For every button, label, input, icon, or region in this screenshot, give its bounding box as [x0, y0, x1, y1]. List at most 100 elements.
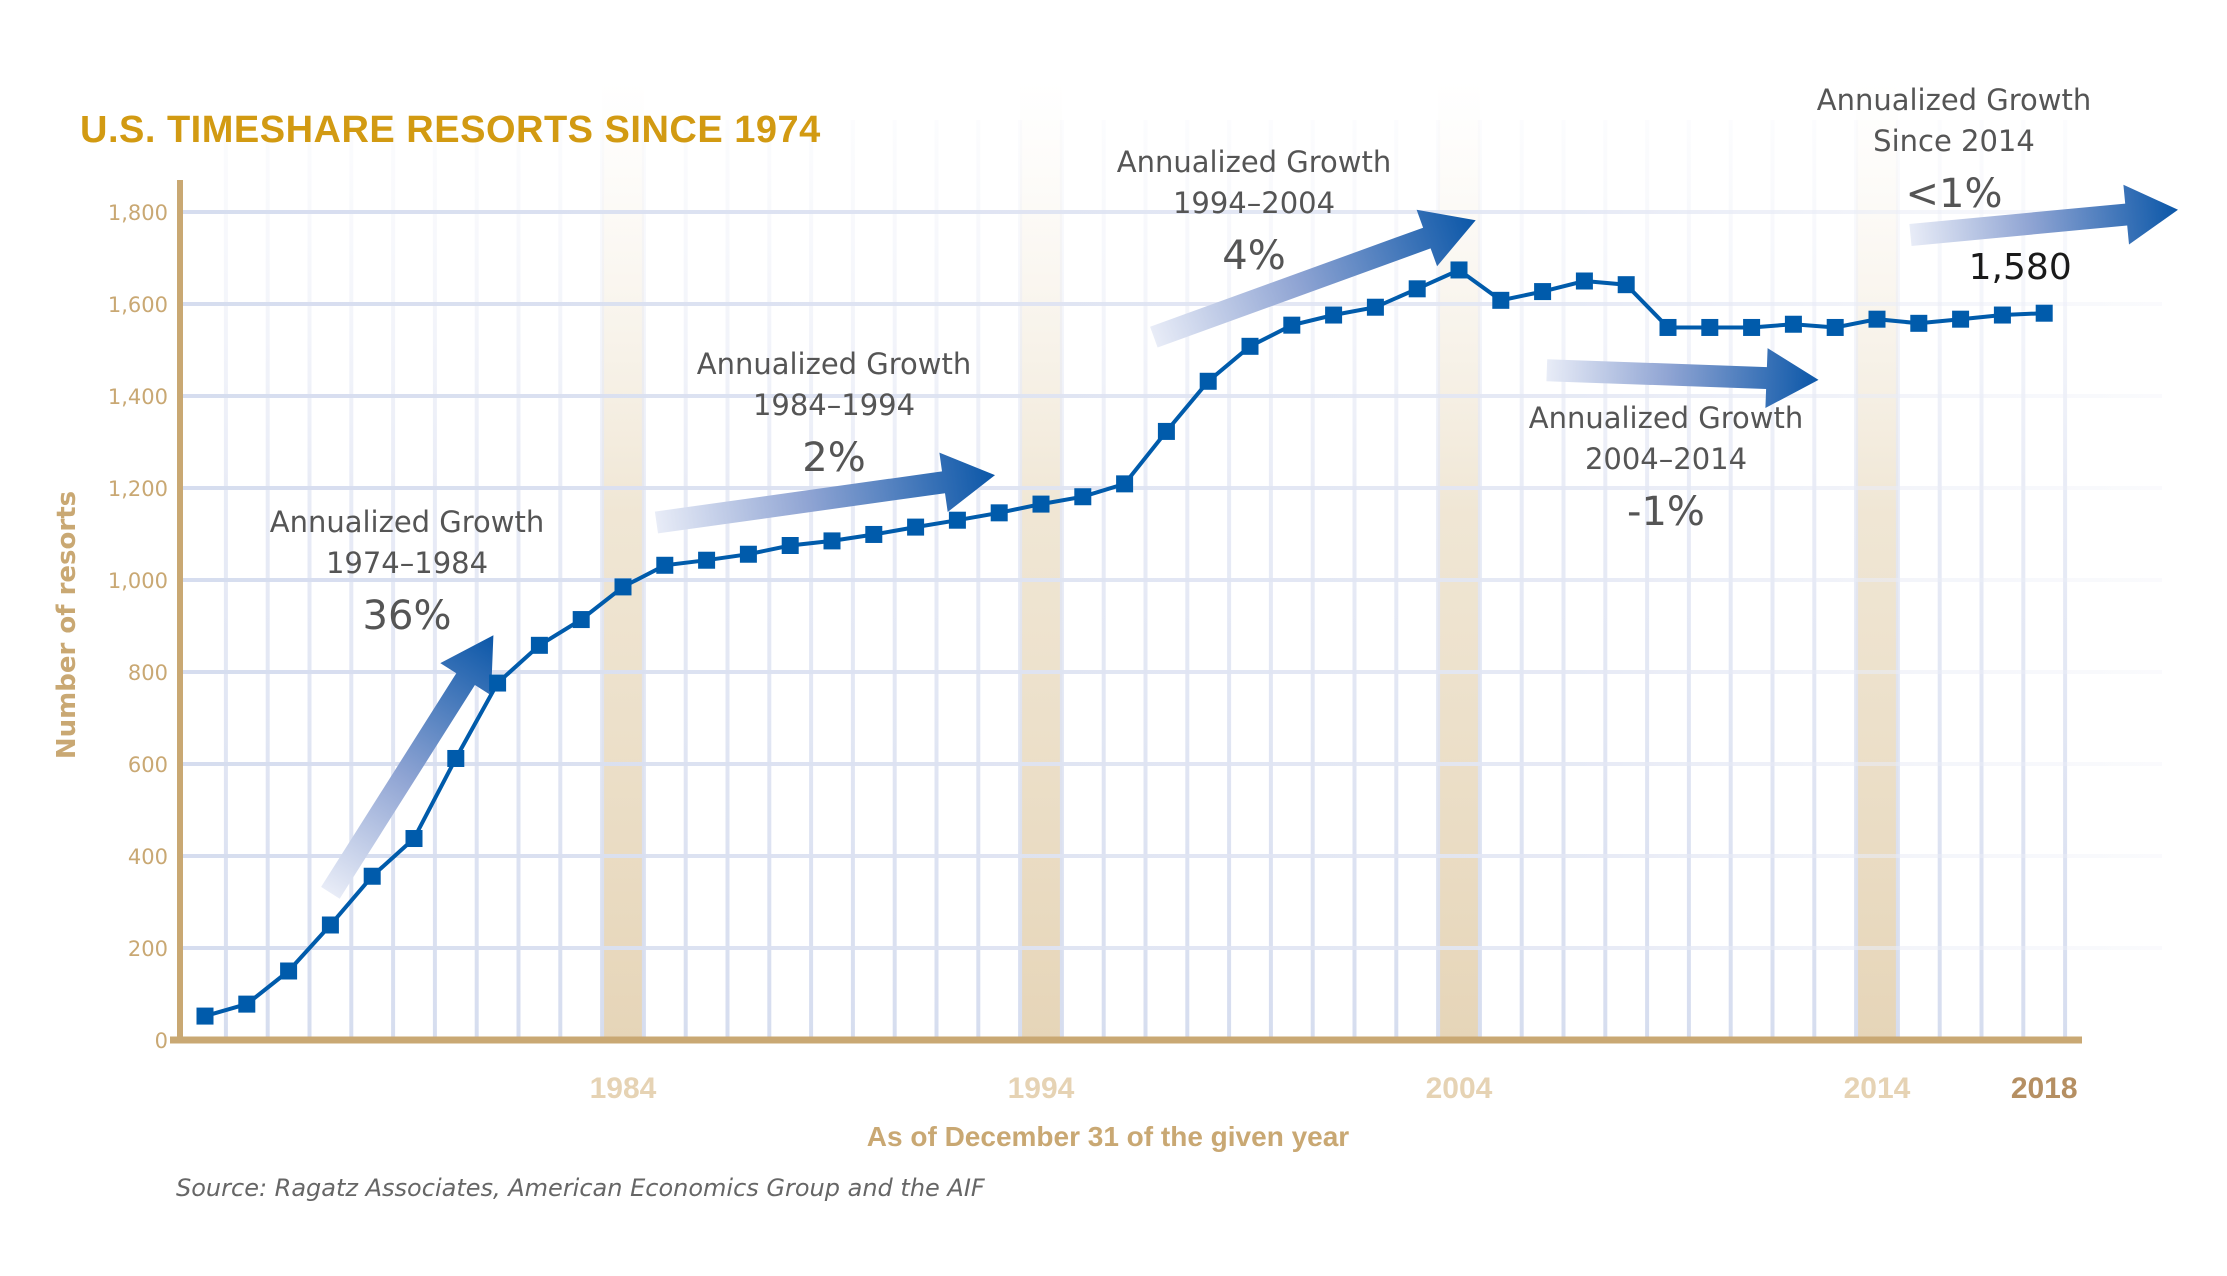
data-point-2001	[1325, 306, 1343, 324]
annotation-heading: Annualized Growth	[1817, 83, 2092, 117]
source-note: Source: Ragatz Associates, American Econ…	[176, 1174, 986, 1202]
data-point-2005	[1492, 291, 1510, 309]
data-point-1985	[656, 556, 674, 574]
annotation-period: 1994–2004	[1173, 186, 1335, 220]
data-point-2004	[1450, 261, 1468, 279]
data-point-2000	[1283, 316, 1301, 334]
data-point-1989	[823, 532, 841, 550]
annotation-heading: Annualized Growth	[697, 347, 972, 381]
highlight-bands	[602, 80, 1898, 1040]
data-point-1978	[363, 867, 381, 885]
data-point-1988	[781, 537, 799, 554]
data-point-1975	[238, 995, 256, 1013]
data-point-1995	[1074, 488, 1092, 506]
data-point-1979	[405, 830, 423, 848]
annotation-period: 1974–1984	[326, 546, 488, 580]
data-point-2010	[1701, 318, 1719, 336]
data-point-1997	[1157, 422, 1175, 440]
y-tick-label: 1,400	[108, 385, 168, 409]
growth-arrow-4	[1546, 348, 1819, 408]
highlight-band-1984	[602, 80, 644, 1040]
data-point-1992	[948, 511, 966, 529]
horizontal-gridline	[180, 670, 2162, 674]
data-point-2008	[1617, 276, 1635, 294]
data-point-1996	[1116, 475, 1134, 493]
annotation-period: 1984–1994	[753, 388, 915, 422]
growth-arrow-1	[321, 635, 494, 899]
y-tick-label: 0	[155, 1029, 168, 1053]
annotation-growth-value: <1%	[1906, 171, 2003, 217]
annotation-4: Annualized Growth 2004–2014 -1%	[1529, 401, 1804, 535]
annotation-growth-value: 4%	[1222, 233, 1285, 279]
chart-title: U.S. TIMESHARE RESORTS SINCE 1974	[80, 109, 821, 151]
annotation-5: Annualized Growth Since 2014 <1%	[1817, 83, 2092, 217]
data-point-2018	[2035, 304, 2053, 322]
y-tick-label: 1,000	[108, 569, 168, 593]
horizontal-gridline	[180, 394, 2162, 398]
data-point-2017	[1993, 306, 2011, 324]
x-tick-labels: 1984 1994 2004 2014 2018	[590, 1072, 2078, 1105]
annotation-heading: Annualized Growth	[1529, 401, 1804, 435]
growth-arrow-5	[1909, 184, 2178, 246]
horizontal-gridline	[180, 486, 2162, 490]
horizontal-gridline	[180, 302, 2162, 306]
y-tick-label: 400	[128, 845, 168, 869]
horizontal-gridline	[180, 762, 2162, 766]
data-point-1998	[1199, 372, 1217, 390]
highlight-band-2014	[1856, 80, 1898, 1040]
series-markers	[196, 261, 2053, 1025]
data-point-2003	[1408, 280, 1426, 298]
y-tick-label: 800	[128, 661, 168, 685]
annotation-heading: Annualized Growth	[1117, 145, 1392, 179]
x-axis-label: As of December 31 of the given year	[867, 1121, 1350, 1152]
x-tick-label: 2014	[1844, 1072, 1911, 1105]
y-tick-label: 600	[128, 753, 168, 777]
data-point-1990	[865, 525, 883, 543]
annotation-period: 2004–2014	[1585, 442, 1747, 476]
horizontal-gridline	[180, 854, 2162, 858]
data-point-2016	[1952, 310, 1970, 328]
data-point-1976	[280, 962, 298, 980]
growth-arrows	[321, 184, 2178, 899]
data-point-1984	[614, 578, 632, 596]
data-point-1982	[530, 636, 548, 654]
data-point-2006	[1534, 283, 1552, 301]
y-tick-label: 200	[128, 937, 168, 961]
data-point-2015	[1910, 314, 1928, 332]
data-point-1986	[698, 551, 716, 569]
data-point-1993	[990, 504, 1008, 522]
data-point-2011	[1743, 318, 1761, 336]
x-tick-label: 1984	[590, 1072, 657, 1105]
y-tick-label: 1,600	[108, 293, 168, 317]
data-point-1991	[907, 518, 925, 536]
annotation-growth-value: 36%	[363, 593, 452, 639]
annotation-heading: Annualized Growth	[270, 505, 545, 539]
highlight-band-1994	[1020, 80, 1062, 1040]
data-point-1987	[739, 545, 757, 563]
data-point-1994	[1032, 495, 1050, 513]
data-point-1980	[447, 749, 465, 767]
horizontal-gridline	[180, 210, 2162, 214]
y-tick-label: 1,800	[108, 201, 168, 225]
data-point-1983	[572, 611, 590, 629]
horizontal-gridline	[180, 578, 2162, 582]
annotation-growth-value: 2%	[802, 435, 865, 481]
data-point-2012	[1784, 315, 1802, 333]
x-tick-label: 1994	[1008, 1072, 1075, 1105]
horizontal-gridline	[180, 946, 2162, 950]
data-point-1977	[321, 916, 339, 934]
y-axis-label: Number of resorts	[52, 491, 82, 759]
end-value-label: 1,580	[1969, 247, 2072, 288]
annotation-1: Annualized Growth 1974–1984 36%	[270, 505, 545, 639]
growth-arrow-2	[654, 452, 995, 534]
data-point-2014	[1868, 310, 1886, 328]
data-point-1974	[196, 1007, 214, 1025]
y-tick-labels: 0 200 400 600 800 1,000 1,200 1,400 1,600 1,800	[108, 201, 168, 1053]
x-tick-label: 2018	[2011, 1072, 2078, 1105]
data-point-2009	[1659, 318, 1677, 336]
growth-arrow-3	[1150, 209, 1476, 348]
x-tick-label: 2004	[1426, 1072, 1493, 1105]
data-point-2007	[1575, 272, 1593, 290]
annotation-2: Annualized Growth 1984–1994 2%	[697, 347, 972, 481]
